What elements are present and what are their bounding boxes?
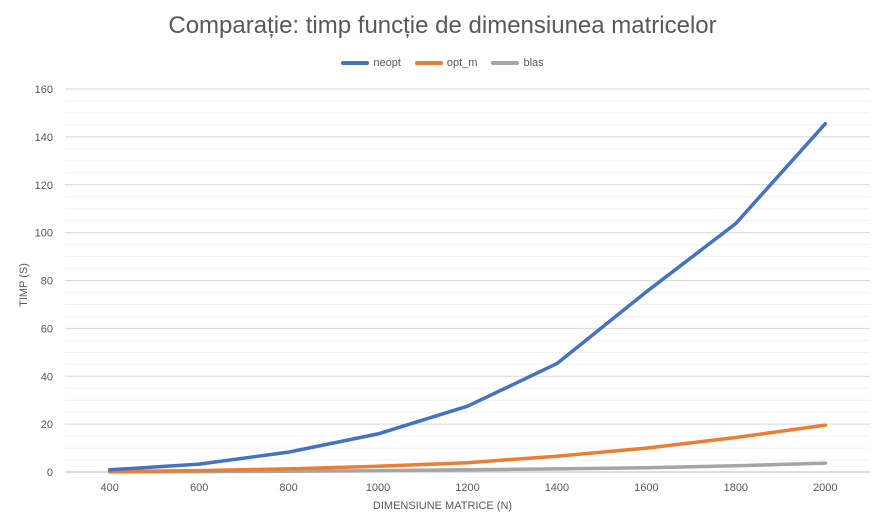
y-tick-label: 100 (35, 228, 53, 240)
x-tick-label: 2000 (813, 482, 837, 494)
x-tick-labels: 400 600 800 1000 1200 1400 1600 1800 2000 (101, 482, 838, 494)
y-tick-label: 140 (35, 132, 53, 144)
y-axis-label: TIMP (S) (18, 263, 30, 307)
legend-label-neopt: neopt (373, 57, 401, 69)
x-tick-label: 800 (279, 482, 297, 494)
legend-item-neopt: neopt (341, 57, 401, 69)
series-line-neopt (107, 121, 828, 472)
legend: neopt opt_m blas (0, 57, 885, 69)
y-tick-label: 160 (35, 84, 53, 96)
gridlines (65, 88, 870, 473)
x-axis-label: DIMENSIUNE MATRICE (N) (372, 500, 513, 512)
y-tick-label: 60 (41, 323, 53, 335)
y-tick-label: 80 (41, 276, 53, 288)
legend-item-blas: blas (491, 57, 544, 69)
y-tick-label: 120 (35, 180, 53, 192)
x-tick-label: 1400 (545, 482, 569, 494)
series-line-opt-m (107, 423, 828, 474)
legend-swatch-neopt (341, 61, 370, 65)
x-tick-label: 1200 (455, 482, 479, 494)
legend-label-opt-m: opt_m (446, 57, 478, 69)
chart-title: Comparație: timp funcție de dimensiunea … (168, 12, 717, 39)
y-tick-labels: 0 20 40 60 80 100 120 140 160 (35, 84, 53, 479)
legend-label-blas: blas (523, 57, 544, 69)
y-tick-label: 40 (41, 371, 53, 383)
series-lines (107, 121, 828, 474)
x-tick-label: 400 (101, 482, 119, 494)
x-tick-label: 600 (190, 482, 208, 494)
x-tick-label: 1600 (634, 482, 658, 494)
legend-swatch-opt-m (414, 61, 443, 65)
x-tick-label: 1800 (724, 482, 748, 494)
legend-item-opt-m: opt_m (414, 57, 478, 69)
y-tick-label: 0 (47, 467, 53, 479)
y-tick-label: 20 (41, 419, 53, 431)
x-tick-label: 1000 (366, 482, 390, 494)
legend-swatch-blas (491, 61, 520, 65)
